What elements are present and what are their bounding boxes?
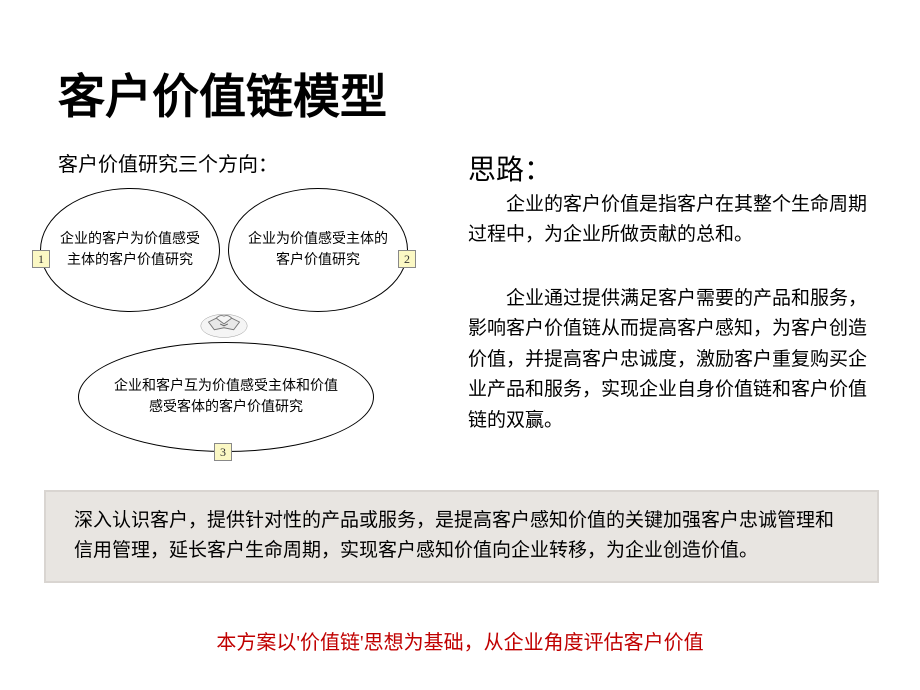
summary-text: 深入认识客户，提供针对性的产品或服务，是提高客户感知价值的关键加强客户忠诚管理和… — [74, 510, 834, 561]
right-para-1: 企业的客户价值是指客户在其整个生命周期过程中，为企业所做贡献的总和。 — [468, 190, 878, 251]
num-3: 3 — [220, 445, 226, 460]
num-2: 2 — [404, 252, 410, 267]
ellipse-3-text: 企业和客户互为价值感受主体和价值感受客体的客户价值研究 — [79, 376, 373, 418]
ellipse-2-text: 企业为价值感受主体的客户价值研究 — [229, 229, 407, 271]
diagram-subtitle: 客户价值研究三个方向： — [58, 148, 278, 177]
ellipse-1-number: 1 — [32, 250, 50, 268]
handshake-icon — [195, 298, 253, 346]
ellipse-2: 企业为价值感受主体的客户价值研究 — [228, 188, 408, 312]
ellipse-3: 企业和客户互为价值感受主体和价值感受客体的客户价值研究 — [78, 342, 374, 452]
page-title: 客户价值链模型 — [58, 58, 387, 127]
num-1: 1 — [38, 252, 44, 267]
footer-note: 本方案以'价值链'思想为基础，从企业角度评估客户价值 — [0, 626, 920, 655]
ellipse-3-number: 3 — [214, 443, 232, 461]
right-para-2: 企业通过提供满足客户需要的产品和服务，影响客户价值链从而提高客户感知，为客户创造… — [468, 284, 878, 436]
ellipse-1-text: 企业的客户为价值感受主体的客户价值研究 — [41, 229, 219, 271]
right-heading: 思路： — [468, 148, 552, 188]
summary-box: 深入认识客户，提供针对性的产品或服务，是提高客户感知价值的关键加强客户忠诚管理和… — [44, 490, 879, 583]
ellipse-2-number: 2 — [398, 250, 416, 268]
ellipse-1: 企业的客户为价值感受主体的客户价值研究 — [40, 188, 220, 312]
